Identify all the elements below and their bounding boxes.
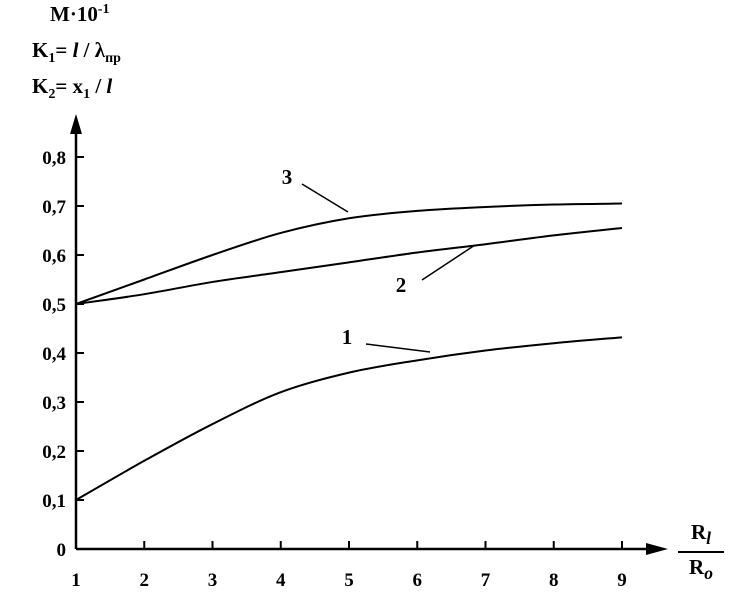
curve-label-1: 1 [342,325,353,349]
curve-label-2: 2 [396,273,407,297]
x-axis-label-denominator: Ro [689,555,713,584]
x-axis-label-fraction-bar [678,551,724,554]
x-tick-label: 8 [549,570,559,591]
y-tick-label: 0,3 [42,393,66,414]
y-axis-label-line1: M·10-1 [50,2,110,26]
x-tick-label: 1 [71,570,81,591]
x-tick-label: 9 [617,570,627,591]
curve-label-3: 3 [282,165,293,189]
y-tick-label: 0,7 [42,197,66,218]
x-tick-label: 7 [481,570,491,591]
ticks: 0 0,1 0,2 0,3 0,4 0,5 0,6 0,7 0,8 1 2 3 4 5 6 7 8 9 [42,148,627,591]
y-tick-label: 0,1 [42,491,66,512]
x-axis-label: Rl Ro [676,520,726,584]
y-tick-label: 0,5 [42,295,66,316]
series-line-1 [75,336,623,501]
y-tick-label: 0,6 [42,246,66,267]
x-tick-label: 2 [140,570,150,591]
y-axis-arrow [70,114,82,134]
x-tick-label: 5 [344,570,354,591]
x-axis-arrow [646,543,668,555]
y-tick-label: 0,4 [42,344,66,365]
y-axis-label-line2: K1= l / λпр [32,38,121,67]
curve-leader-1 [365,343,431,353]
series-line-2 [75,227,623,305]
x-tick-label: 6 [413,570,423,591]
curve-leader-2 [421,244,476,281]
curve-labels: 1 2 3 [282,165,476,353]
x-axis-label-numerator: Rl [690,520,712,549]
y-tick-label: 0 [57,540,67,561]
x-tick-label: 3 [208,570,218,591]
y-tick-label: 0,2 [42,442,66,463]
series-line-3 [75,202,623,305]
y-tick-label: 0,8 [42,148,66,169]
series-lines [75,202,623,501]
curve-leader-3 [301,183,349,213]
y-axis-label-line3: K2= x1 / l [32,74,113,103]
x-tick-label: 4 [276,570,286,591]
axes [70,114,668,555]
